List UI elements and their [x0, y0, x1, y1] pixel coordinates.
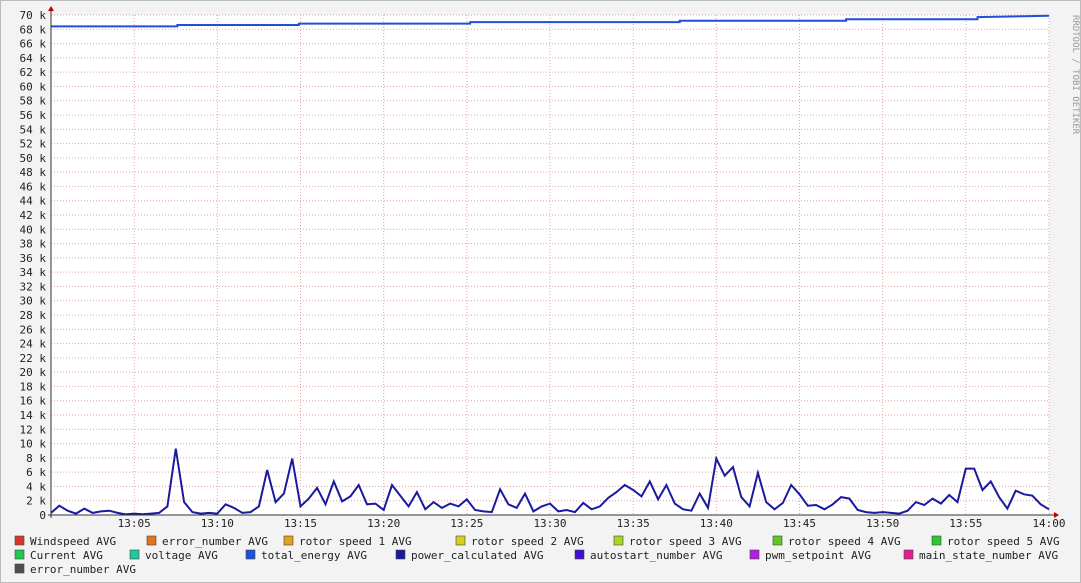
- legend-label: Windspeed AVG: [30, 535, 116, 548]
- y-tick-label: 36 k: [20, 252, 47, 265]
- legend-label: rotor speed 3 AVG: [629, 535, 742, 548]
- legend-label: rotor speed 5 AVG: [947, 535, 1060, 548]
- y-tick-label: 8 k: [26, 452, 46, 465]
- legend-swatch: [245, 549, 256, 560]
- legend-swatch: [14, 535, 25, 546]
- y-tick-label: 22 k: [20, 352, 47, 365]
- y-tick-label: 32 k: [20, 280, 47, 293]
- legend-swatch: [455, 535, 466, 546]
- x-tick-label: 13:50: [866, 517, 899, 530]
- y-tick-label: 62 k: [20, 66, 47, 79]
- y-tick-label: 52 k: [20, 138, 47, 151]
- y-tick-label: 70 k: [20, 9, 47, 22]
- labels: 02 k 4 k6 k8 k10 k 12 k14 k16 k 18 k20 k22 …: [20, 9, 1066, 530]
- legend-swatch: [146, 535, 157, 546]
- y-tick-label: 6 k: [26, 466, 46, 479]
- legend-label: rotor speed 1 AVG: [299, 535, 412, 548]
- series-line: [51, 14, 1050, 28]
- y-tick-label: 10 k: [20, 438, 47, 451]
- x-tick-label: 13:35: [617, 517, 650, 530]
- legend-swatch: [14, 563, 25, 574]
- y-tick-label: 24 k: [20, 338, 47, 351]
- y-tick-label: 46 k: [20, 180, 47, 193]
- x-tick-label: 13:10: [201, 517, 234, 530]
- legend-label: error_number AVG: [162, 535, 268, 548]
- legend-label: total_energy AVG: [261, 549, 367, 562]
- x-tick-label: 14:00: [1032, 517, 1065, 530]
- y-tick-label: 20 k: [20, 366, 47, 379]
- series-line: [50, 448, 1050, 516]
- y-tick-label: 68 k: [20, 23, 47, 36]
- legend-swatch: [931, 535, 942, 546]
- legend-label: error_number AVG: [30, 563, 136, 576]
- x-arrow: [1054, 512, 1059, 518]
- y-arrow: [48, 6, 54, 11]
- legend-label: autostart_number AVG: [590, 549, 722, 562]
- y-tick-label: 40 k: [20, 223, 47, 236]
- x-tick-label: 13:25: [450, 517, 483, 530]
- y-tick-label: 34 k: [20, 266, 47, 279]
- y-tick-label: 54 k: [20, 123, 47, 136]
- y-tick-label: 66 k: [20, 38, 47, 51]
- x-tick-label: 13:20: [367, 517, 400, 530]
- x-tick-label: 13:45: [783, 517, 816, 530]
- y-tick-label: 4 k: [26, 480, 46, 493]
- legend-swatch: [574, 549, 585, 560]
- y-tick-label: 26 k: [20, 323, 47, 336]
- x-tick-label: 13:05: [118, 517, 151, 530]
- legend-label: main_state_number AVG: [919, 549, 1058, 562]
- y-tick-label: 14 k: [20, 409, 47, 422]
- legend-label: power_calculated AVG: [411, 549, 543, 562]
- y-tick-label: 30 k: [20, 295, 47, 308]
- y-tick-label: 38 k: [20, 238, 47, 251]
- legend-swatch: [613, 535, 624, 546]
- lines: [50, 14, 1050, 516]
- x-tick-label: 13:15: [284, 517, 317, 530]
- y-tick-label: 64 k: [20, 52, 47, 65]
- legend-label: voltage AVG: [145, 549, 218, 562]
- y-tick-label: 44 k: [20, 195, 47, 208]
- legend-swatch: [903, 549, 914, 560]
- x-tick-label: 13:30: [533, 517, 566, 530]
- y-tick-label: 60 k: [20, 80, 47, 93]
- legend-swatch: [283, 535, 294, 546]
- legend-swatch: [129, 549, 140, 560]
- x-tick-label: 13:40: [700, 517, 733, 530]
- y-tick-label: 2 k: [26, 495, 46, 508]
- y-tick-label: 48 k: [20, 166, 47, 179]
- legend-swatch: [14, 549, 25, 560]
- legend-swatch: [395, 549, 406, 560]
- legend-label: Current AVG: [30, 549, 103, 562]
- legend-label: rotor speed 4 AVG: [788, 535, 901, 548]
- grid: [51, 14, 1050, 516]
- legend-label: rotor speed 2 AVG: [471, 535, 584, 548]
- x-tick-label: 13:55: [949, 517, 982, 530]
- y-tick-label: 28 k: [20, 309, 47, 322]
- y-tick-label: 0: [39, 509, 46, 522]
- y-tick-label: 58 k: [20, 95, 47, 108]
- y-tick-label: 18 k: [20, 380, 47, 393]
- y-tick-label: 42 k: [20, 209, 47, 222]
- legend: Windspeed AVG error_number AVG rotor speed…: [14, 535, 1060, 576]
- legend-swatch: [749, 549, 760, 560]
- legend-label: pwm_setpoint AVG: [765, 549, 871, 562]
- y-tick-label: 56 k: [20, 109, 47, 122]
- y-tick-label: 16 k: [20, 395, 47, 408]
- y-tick-label: 12 k: [20, 423, 47, 436]
- watermark: RRDTOOL / TOBI OETIKER: [1070, 15, 1080, 135]
- legend-swatch: [772, 535, 783, 546]
- y-tick-label: 50 k: [20, 152, 47, 165]
